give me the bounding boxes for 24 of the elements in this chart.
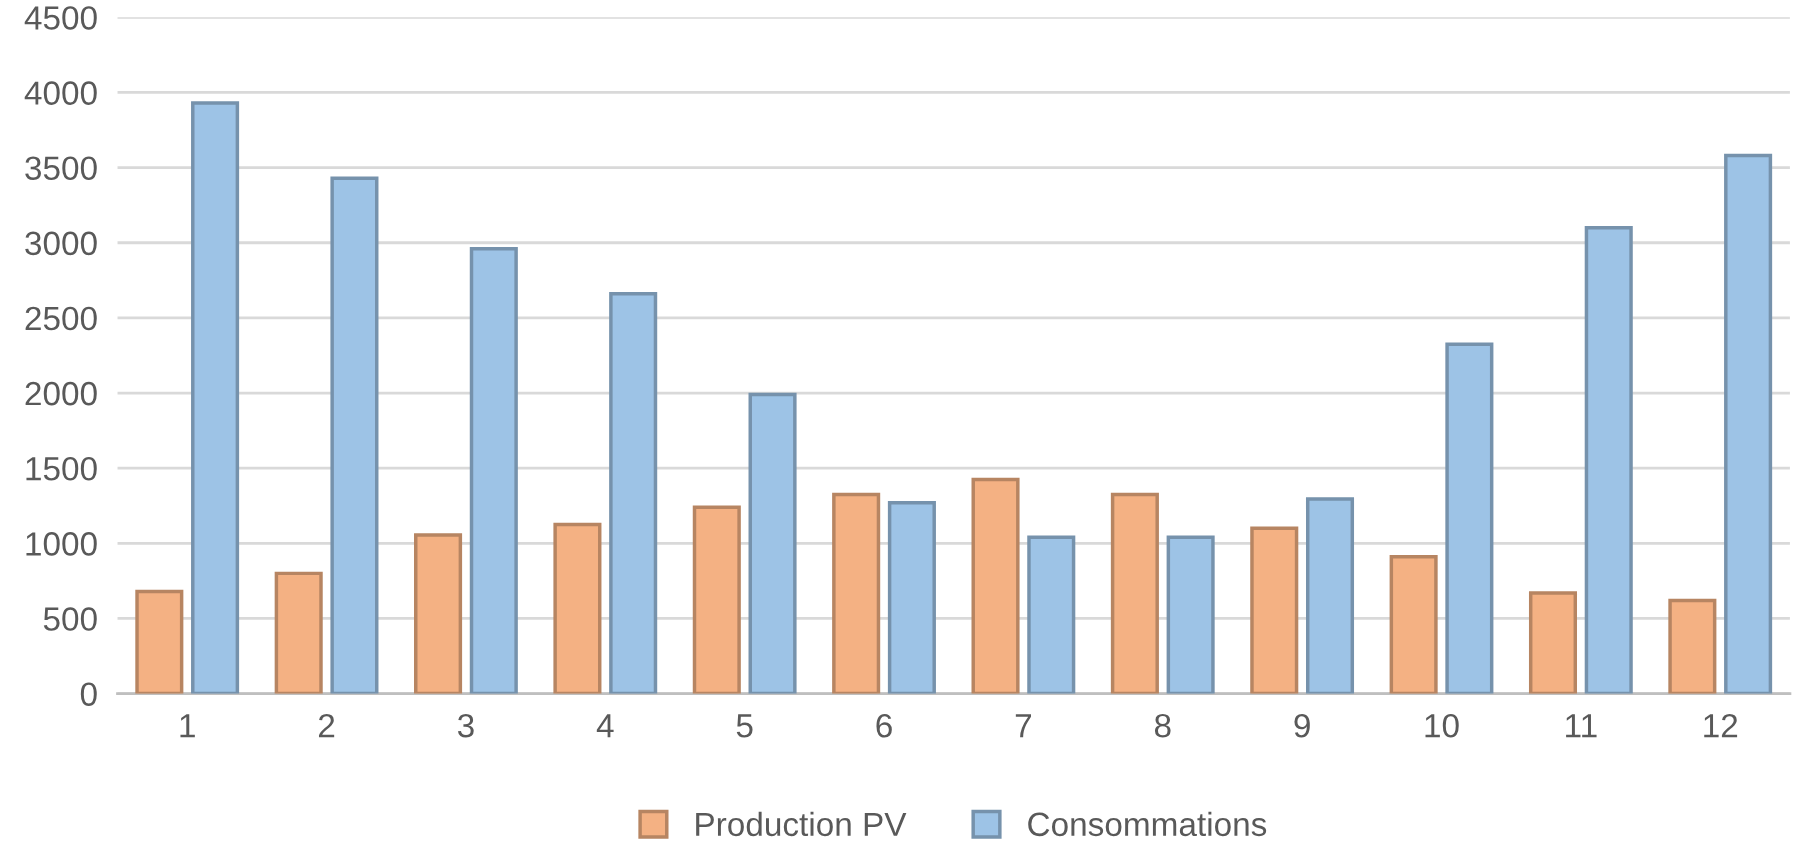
y-tick-label: 2500 (25, 306, 97, 331)
x-tick-label: 1 (180, 714, 195, 738)
y-tick-label: 1500 (26, 456, 97, 481)
legend-label: Production PV (696, 811, 907, 837)
y-tick-label: 0 (80, 682, 97, 707)
x-tick-label: 7 (1015, 714, 1031, 738)
y-tick-label: 4000 (24, 81, 97, 105)
x-tick-label: 9 (1294, 713, 1310, 738)
y-tick-label: 3000 (25, 231, 97, 256)
x-tick-label: 10 (1425, 713, 1459, 738)
y-tick-label: 1000 (26, 532, 97, 556)
x-tick-label: 8 (1154, 713, 1171, 738)
legend-label: Consommations (1028, 811, 1267, 837)
y-tick-label: 4500 (24, 6, 97, 30)
x-tick-label: 11 (1566, 714, 1597, 738)
x-tick-label: 4 (596, 714, 614, 738)
x-tick-label: 2 (318, 713, 335, 738)
x-tick-label: 5 (736, 714, 753, 738)
x-tick-label: 3 (457, 713, 474, 738)
x-tick-label: 6 (876, 713, 892, 738)
y-tick-label: 3500 (25, 156, 97, 181)
y-tick-label: 500 (43, 607, 97, 631)
y-tick-label: 2000 (25, 381, 97, 406)
x-tick-label: 12 (1704, 713, 1738, 738)
